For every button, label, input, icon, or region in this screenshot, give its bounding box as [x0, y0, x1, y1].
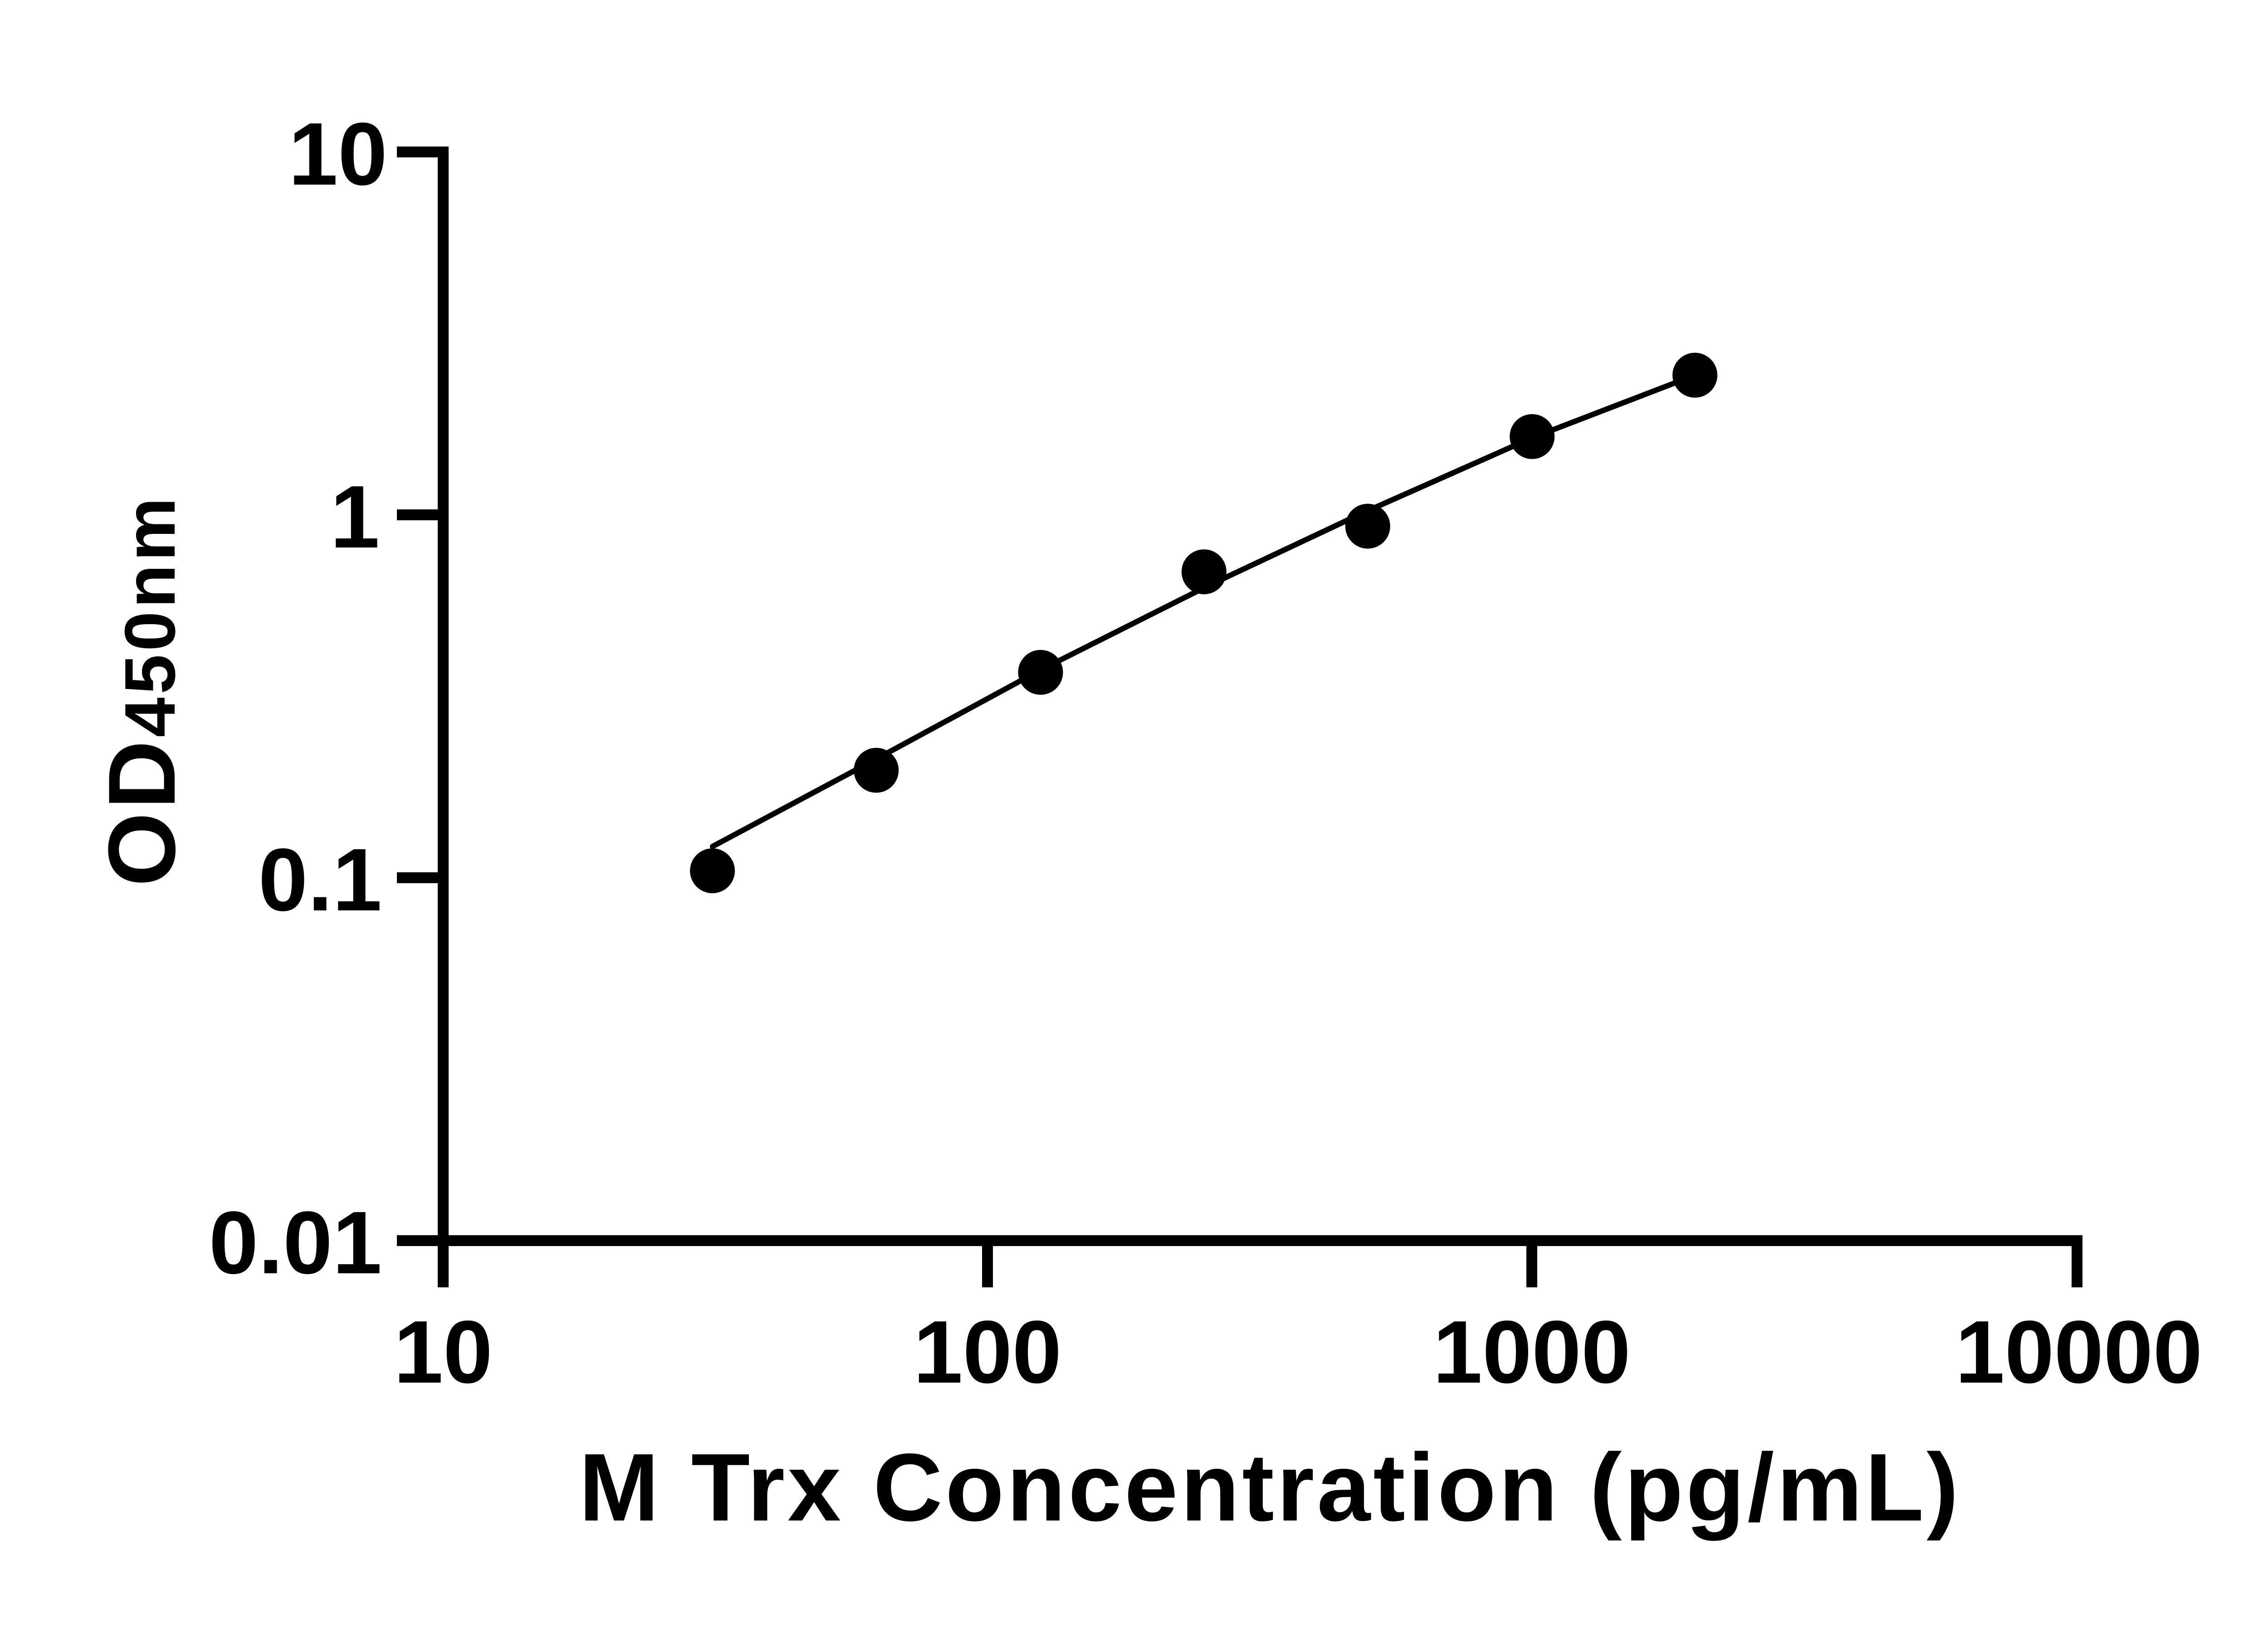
svg-text:10: 10 — [394, 1302, 493, 1402]
svg-text:1: 1 — [330, 467, 380, 567]
svg-text:100: 100 — [913, 1302, 1061, 1402]
svg-text:0.1: 0.1 — [259, 830, 382, 929]
svg-text:0.01: 0.01 — [209, 1193, 382, 1292]
svg-text:1000: 1000 — [1433, 1302, 1631, 1402]
svg-text:OD450nm: OD450nm — [88, 494, 195, 887]
svg-text:M Trx Concentration (pg/mL): M Trx Concentration (pg/mL) — [579, 1433, 1961, 1541]
svg-text:10000: 10000 — [1955, 1302, 2202, 1402]
svg-text:10: 10 — [288, 104, 387, 204]
